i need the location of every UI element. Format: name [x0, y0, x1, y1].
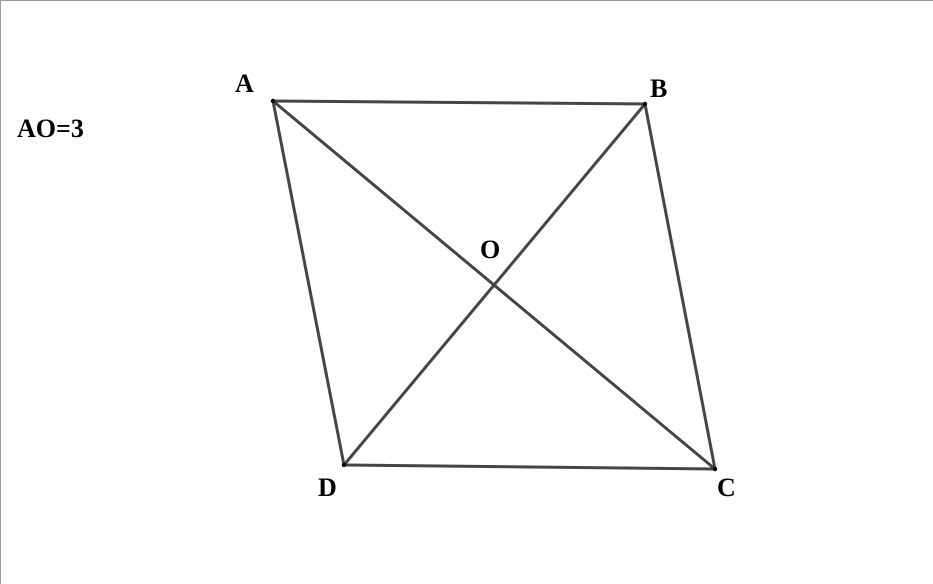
vertex-point-b	[642, 101, 648, 107]
vertex-point-a	[270, 98, 276, 104]
segment-da	[271, 99, 346, 467]
segment-bd	[342, 102, 647, 467]
segment-bc	[643, 102, 717, 471]
segment-cd	[342, 463, 717, 471]
vertex-point-d	[341, 462, 347, 468]
vertex-label-a: A	[235, 69, 254, 98]
vertex-label-c: C	[717, 473, 736, 502]
center-label-o: O	[480, 235, 500, 264]
vertex-point-c	[712, 466, 718, 472]
segment-ab	[271, 99, 647, 106]
given-measure-label: AO=3	[17, 114, 84, 143]
vertex-label-b: B	[650, 74, 667, 103]
vertex-label-d: D	[318, 473, 337, 502]
